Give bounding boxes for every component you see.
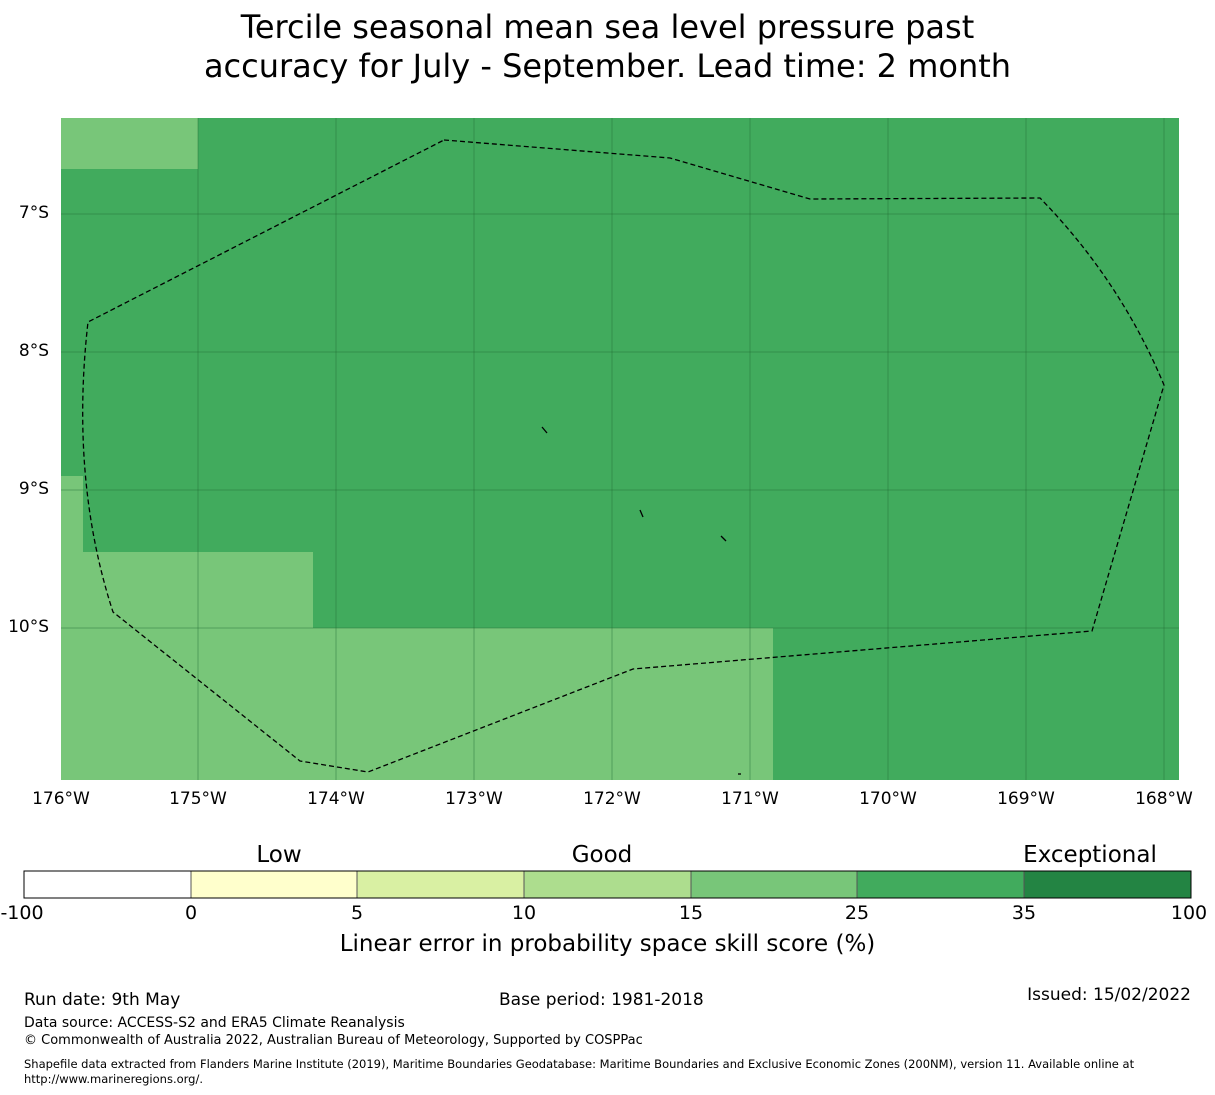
colorbar-bin-0-5 xyxy=(190,870,358,899)
colorbar-tick-label: 35 xyxy=(1011,902,1037,924)
lon-label-168w: 168°W xyxy=(1135,789,1193,809)
lat-label-9s: 9°S xyxy=(18,479,49,499)
lon-label-169w: 169°W xyxy=(997,789,1055,809)
island-fakaofo xyxy=(720,535,727,542)
lon-label-171w: 171°W xyxy=(721,789,779,809)
issued-date: Issued: 15/02/2022 xyxy=(1027,985,1191,1005)
lat-label-7s: 7°S xyxy=(18,203,49,223)
lat-label-10s: 10°S xyxy=(8,617,49,637)
island-atafu xyxy=(541,426,548,434)
colorbar-bin-15-25 xyxy=(690,870,858,899)
lon-label-170w: 170°W xyxy=(859,789,917,809)
colorbar-tick-label: -100 xyxy=(0,902,44,924)
colorbar-bin-5-10 xyxy=(356,870,525,899)
colorbar-category-good: Good xyxy=(571,842,633,868)
colorbar-tick-label: 0 xyxy=(184,902,198,924)
colorbar-category-low: Low xyxy=(256,842,302,868)
chart-title-line1: Tercile seasonal mean sea level pressure… xyxy=(240,8,975,46)
lon-label-174w: 174°W xyxy=(307,789,365,809)
islands xyxy=(541,426,741,775)
island-nukunonu xyxy=(639,509,644,518)
colorbar-tick-label: 5 xyxy=(350,902,364,924)
colorbar-tick-label: 10 xyxy=(511,902,537,924)
chart-title-line2: accuracy for July - September. Lead time… xyxy=(203,47,1012,85)
shapefile-credit-line1: Shapefile data extracted from Flanders M… xyxy=(24,1057,1135,1071)
colorbar-tick-label: 15 xyxy=(678,902,704,924)
lon-label-172w: 172°W xyxy=(583,789,641,809)
lon-label-173w: 173°W xyxy=(445,789,503,809)
colorbar-axis-label: Linear error in probability space skill … xyxy=(339,931,876,957)
lat-label-8s: 8°S xyxy=(18,341,49,361)
colorbar-tick-label: 100 xyxy=(1170,902,1208,924)
skill-cell-left-strip xyxy=(61,476,83,552)
colorbar-category-exceptional: Exceptional xyxy=(1023,842,1157,868)
skill-cell-top-left xyxy=(61,118,198,169)
eez-boundary xyxy=(82,139,1165,773)
colorbar-bin-neg100-0 xyxy=(23,870,192,899)
data-source: Data source: ACCESS-S2 and ERA5 Climate … xyxy=(24,1015,405,1031)
skill-cell-south xyxy=(61,628,773,780)
colorbar-outline xyxy=(23,870,1192,899)
shapefile-credit-line2: http://www.marineregions.org/. xyxy=(24,1072,203,1086)
colorbar-bin-35-100 xyxy=(1023,870,1192,899)
copyright: © Commonwealth of Australia 2022, Austra… xyxy=(24,1033,643,1048)
lon-label-176w: 176°W xyxy=(32,789,90,809)
colorbar-bin-10-15 xyxy=(523,870,692,899)
skill-cell-southwest xyxy=(61,552,313,628)
colorbar xyxy=(23,870,1192,899)
run-date: Run date: 9th May xyxy=(24,990,181,1010)
lon-label-175w: 175°W xyxy=(169,789,227,809)
colorbar-tick-label: 25 xyxy=(844,902,870,924)
gridlines xyxy=(61,118,1179,780)
base-period: Base period: 1981-2018 xyxy=(499,990,704,1010)
colorbar-bin-25-35 xyxy=(856,870,1025,899)
